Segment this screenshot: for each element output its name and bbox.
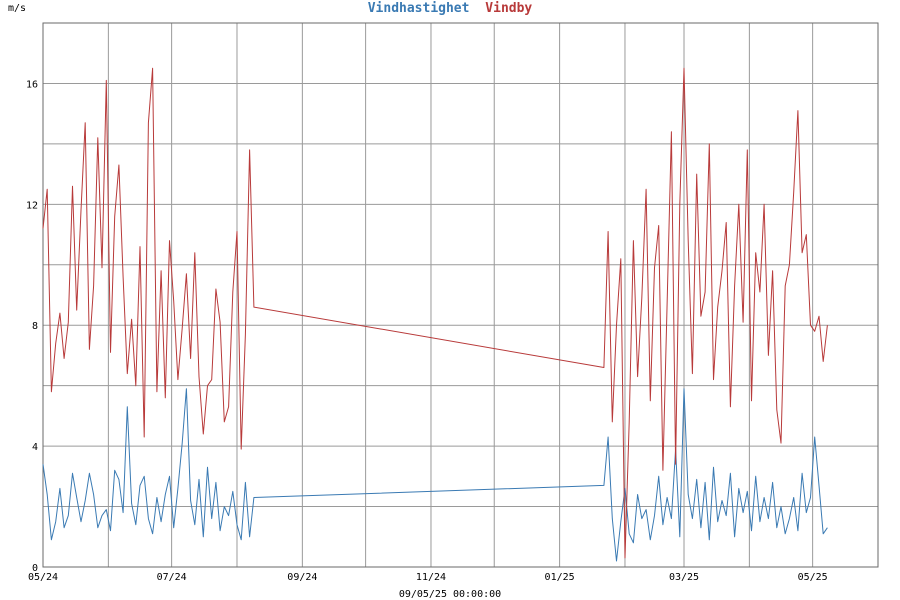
- timestamp-footer: 09/05/25 00:00:00: [399, 589, 501, 600]
- series-lines: [42, 67, 828, 562]
- plot-frame: [42, 22, 879, 568]
- x-tick-label: 05/25: [798, 572, 828, 583]
- x-tick-label: 11/24: [416, 572, 446, 583]
- x-tick-labels: 05/24 07/24 09/24 11/24 01/25 03/25 05/25: [28, 572, 828, 583]
- y-tick-label: 8: [32, 321, 38, 332]
- x-tick-label: 01/25: [545, 572, 575, 583]
- title-part-series-2: Vindby: [485, 1, 532, 16]
- x-tick-label: 07/24: [157, 572, 187, 583]
- y-tick-labels: 0 4 8 12 16: [26, 79, 38, 574]
- chart-title: Vindhastighet Vindby: [368, 1, 533, 16]
- y-tick-label: 16: [26, 79, 38, 90]
- y-axis-unit: m/s: [8, 3, 26, 14]
- x-tick-label: 03/25: [669, 572, 699, 583]
- y-tick-label: 4: [32, 442, 38, 453]
- gridlines: [43, 23, 878, 567]
- series-line-2: [42, 67, 828, 559]
- title-part-series-1: Vindhastighet: [368, 1, 470, 16]
- series-line-1: [42, 388, 828, 562]
- y-tick-label: 0: [32, 563, 38, 574]
- x-tick-label: 09/24: [287, 572, 317, 583]
- x-tick-label: 05/24: [28, 572, 58, 583]
- y-tick-label: 12: [26, 200, 38, 211]
